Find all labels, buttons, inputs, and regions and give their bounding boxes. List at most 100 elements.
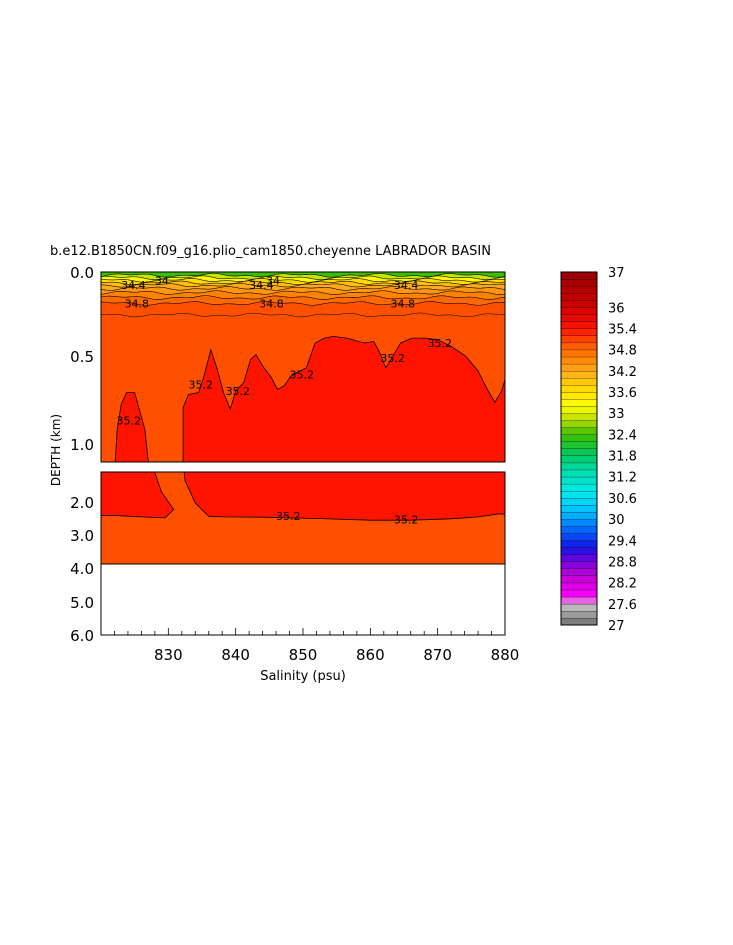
colorbar-band [560,271,598,280]
colorbar-band [560,526,598,534]
contour-label: 35.2 [380,352,405,365]
colorbar-band [560,363,598,372]
colorbar-tick-label: 34.8 [608,344,637,359]
colorbar-tick-label: 37 [608,266,625,281]
contour-label: 35.2 [189,378,214,391]
contour-label: 34.4 [249,279,274,292]
red-left-tongue [114,392,149,462]
colorbar-band [560,328,598,336]
colorbar-tick-label: 31.8 [608,450,637,465]
colorbar-band [560,300,598,308]
surface-layers [101,272,505,318]
colorbar-tick-label: 28.8 [608,555,637,570]
colorbar-tick-label: 30 [608,513,625,528]
colorbar-band [560,342,598,351]
x-tick-label: 830 [154,646,183,664]
red-core-region [182,335,505,462]
colorbar-band [560,405,598,414]
contour-label: 34.4 [394,279,419,292]
y-tick-label: 5.0 [70,594,94,612]
contour-label: 35.2 [276,510,301,523]
contour-label: 35.2 [290,368,315,381]
contour-label: 34 [266,274,280,287]
x-axis: 830 840 850 860 870 880 [114,628,519,664]
colorbar-band [560,596,598,605]
colorbar-tick-label: 31.2 [608,471,637,486]
y-tick-label: 3.0 [70,527,94,545]
colorbar-band [560,413,598,421]
y-tick-label: 4.0 [70,560,94,578]
colorbar-band [560,589,598,598]
red-lower-region [101,472,505,521]
chart-title: b.e12.B1850CN.f09_g16.plio_cam1850.cheye… [50,244,491,259]
colorbar-band [560,356,598,365]
colorbar-band [560,603,598,612]
contour-label: 35.2 [116,415,141,428]
colorbar-band [560,582,598,591]
x-tick-label: 880 [491,646,520,664]
colorbar-tick-label: 33.6 [608,386,637,401]
colorbar-tick-label: 34.2 [608,365,637,380]
contour-label: 35.2 [394,514,419,527]
x-tick-label: 860 [356,646,385,664]
colorbar-band [560,469,598,478]
y-tick-label: 6.0 [70,627,94,645]
colorbar-band [560,476,598,485]
colorbar-band [560,547,598,555]
colorbar-tick-label: 36 [608,301,625,316]
colorbar-band [560,610,598,619]
x-tick-label: 840 [221,646,250,664]
colorbar-band [560,483,598,492]
colorbar-band [560,370,598,379]
colorbar-tick-label: 33 [608,407,625,422]
colorbar-tick-label: 29.4 [608,534,637,549]
contour-label: 34.8 [125,297,150,310]
colorbar-band [560,533,598,541]
colorbar-band [560,617,598,626]
colorbar-band [560,568,598,577]
contour-label: 35.2 [428,337,453,350]
colorbar [560,271,598,626]
colorbar-band [560,314,598,322]
colorbar-band [560,441,598,449]
colorbar-band [560,398,598,407]
colorbar-band [560,455,598,464]
colorbar-band [560,497,598,506]
colorbar-band [560,293,598,301]
colorbar-tick-label: 32.4 [608,428,637,443]
contour-label: 34.8 [391,297,416,310]
colorbar-band [560,321,598,329]
colorbar-band [560,349,598,358]
upper-panel-frame [100,271,506,463]
colorbar-band [560,490,598,499]
surface-layer [101,301,505,318]
colorbar-band [560,391,598,400]
colorbar-tick-label: 28.2 [608,577,637,592]
colorbar-tick-label: 35.4 [608,322,637,337]
colorbar-band [560,575,598,584]
contour-label: 34.4 [121,279,146,292]
colorbar-tick-label: 30.6 [608,492,637,507]
colorbar-band [560,335,598,344]
y-tick-label: 0.5 [70,348,94,366]
colorbar-tick-labels: 37 36 35.4 34.8 34.2 33.6 33 32.4 31.8 31.2 30.6 30… [608,266,637,634]
colorbar-band [560,434,598,442]
colorbar-band [560,504,598,513]
colorbar-band [560,462,598,471]
x-tick-label: 870 [423,646,452,664]
colorbar-band [560,540,598,548]
colorbar-band [560,307,598,315]
colorbar-band [560,561,598,569]
colorbar-band [560,420,598,428]
colorbar-frame [560,271,598,626]
colorbar-band [560,554,598,562]
contour-label: 35.2 [226,385,251,398]
contour-label: 34 [155,274,169,287]
colorbar-band [560,278,598,287]
lower-panel [101,472,505,635]
colorbar-band [560,511,598,520]
y-axis-upper: 0.0 0.5 1.0 [70,264,94,454]
colorbar-band [560,448,598,457]
colorbar-band [560,285,598,294]
